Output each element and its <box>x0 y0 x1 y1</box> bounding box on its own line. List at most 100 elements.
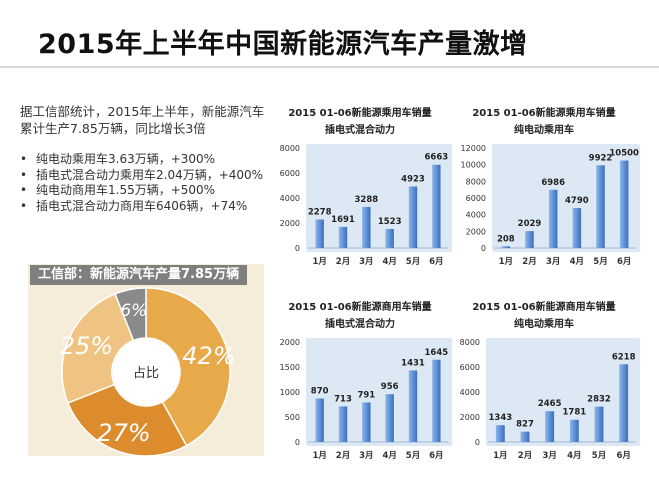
data-label: 10500 <box>609 149 639 159</box>
bar <box>338 226 348 248</box>
bar <box>525 231 534 248</box>
y-tick-label: 1500 <box>280 363 300 372</box>
y-tick-label: 8000 <box>280 144 300 153</box>
y-tick-label: 2000 <box>280 219 300 228</box>
x-tick-label: 3月 <box>359 257 373 267</box>
bar <box>385 228 394 248</box>
data-label: 6663 <box>424 153 448 163</box>
bar <box>594 406 604 442</box>
bar <box>432 164 441 248</box>
pie-slice <box>145 287 231 447</box>
chart-subtitle: 插电式混合动力 <box>325 123 395 136</box>
y-tick-label: 0 <box>295 244 300 253</box>
bar <box>501 246 511 248</box>
pie-slice-label: 27% <box>97 419 150 447</box>
x-tick-label: 1月 <box>499 257 513 267</box>
data-label: 827 <box>516 420 534 430</box>
bar-chart-passenger-phev: 2015 01-06新能源乘用车销量 插电式混合动力 0 2000 4000 6000 80… <box>270 102 460 278</box>
data-label: 2465 <box>538 399 562 409</box>
y-tick-label: 12000 <box>461 144 486 153</box>
data-label: 956 <box>381 382 399 392</box>
bar <box>572 208 582 248</box>
pie-slice-label: 6% <box>120 301 147 321</box>
x-tick-label: 3月 <box>542 451 556 461</box>
x-tick-label: 1月 <box>312 451 326 461</box>
bar <box>545 411 555 442</box>
y-tick-label: 0 <box>295 438 300 447</box>
y-tick-label: 8000 <box>466 177 486 186</box>
y-tick-label: 2000 <box>466 227 486 236</box>
y-tick-label: 500 <box>285 413 300 422</box>
x-tick-label: 2月 <box>336 257 350 267</box>
pie-center <box>113 339 179 405</box>
x-tick-label: 2月 <box>336 451 350 461</box>
y-tick-label: 0 <box>481 244 486 253</box>
page-title: 2015年上半年中国新能源汽车产量激增 <box>38 29 528 60</box>
bar <box>315 398 324 442</box>
x-tick-label: 6月 <box>429 451 443 461</box>
bullet-list: 纯电动乘用车3.63万辆，+300% 插电式混合动力乘用车2.04万辆，+400… <box>20 152 280 214</box>
y-tick-label: 4000 <box>466 211 486 220</box>
data-label: 2832 <box>587 395 611 405</box>
x-tick-label: 1月 <box>493 451 507 461</box>
x-tick-label: 3月 <box>546 257 560 267</box>
x-tick-label: 4月 <box>567 451 581 461</box>
data-label: 713 <box>334 394 352 404</box>
x-tick-label: 6月 <box>617 257 631 267</box>
bullet-item: 纯电动乘用车3.63万辆，+300% <box>20 152 280 168</box>
y-tick-label: 6000 <box>280 169 300 178</box>
data-label: 2278 <box>308 208 332 218</box>
pie-slice <box>61 292 135 404</box>
data-label: 6218 <box>612 352 636 362</box>
pie-chart-svg: 42% 27% 25% 6% 占比 <box>60 287 236 456</box>
chart-subtitle: 插电式混合动力 <box>325 317 395 330</box>
data-label: 1781 <box>562 408 586 418</box>
data-label: 1523 <box>378 217 402 227</box>
x-tick-label: 1月 <box>312 257 326 267</box>
bar <box>408 186 418 248</box>
bar <box>619 364 629 442</box>
bullet-item: 插电式混合动力商用车6406辆，+74% <box>20 199 280 215</box>
y-tick-label: 6000 <box>466 194 486 203</box>
bar <box>385 394 394 442</box>
pie-title: 工信部：新能源汽车产量7.85万辆 <box>30 265 248 285</box>
bar <box>362 402 371 442</box>
bar <box>315 219 324 248</box>
chart-title: 2015 01-06新能源乘用车销量 <box>472 106 615 119</box>
y-tick-label: 1000 <box>280 388 300 397</box>
x-tick-label: 5月 <box>593 257 607 267</box>
x-tick-label: 2月 <box>522 257 536 267</box>
data-label: 1343 <box>488 413 512 423</box>
pie-chart: 42% 27% 25% 6% 占比 <box>28 284 264 456</box>
data-label: 6986 <box>541 178 565 188</box>
bullet-item: 插电式混合动力乘用车2.04万辆，+400% <box>20 168 280 184</box>
pie-slice-label: 42% <box>182 342 235 370</box>
x-tick-label: 5月 <box>592 451 606 461</box>
pie-slice-label: 25% <box>60 332 113 360</box>
bar <box>338 406 348 442</box>
y-tick-label: 2000 <box>460 413 480 422</box>
bar <box>596 165 605 248</box>
bar <box>569 419 579 442</box>
data-label: 791 <box>357 390 375 400</box>
bar <box>619 160 629 248</box>
y-tick-label: 8000 <box>460 338 480 347</box>
data-label: 1645 <box>424 348 448 358</box>
bar <box>520 431 530 442</box>
data-label: 1431 <box>401 358 425 368</box>
data-label: 1691 <box>331 215 355 225</box>
y-tick-label: 4000 <box>280 194 300 203</box>
x-tick-label: 5月 <box>406 257 420 267</box>
x-tick-label: 6月 <box>616 451 630 461</box>
bar <box>362 206 371 248</box>
pie-slice <box>114 287 147 342</box>
y-tick-label: 6000 <box>460 363 480 372</box>
bar-chart-commercial-ev: 2015 01-06新能源商用车销量 纯电动乘用车 0 2000 4000 6000 800… <box>450 296 648 472</box>
data-label: 4923 <box>401 174 425 184</box>
x-tick-label: 4月 <box>382 451 396 461</box>
x-tick-label: 3月 <box>359 451 373 461</box>
bar <box>408 370 418 442</box>
data-label: 208 <box>497 234 515 244</box>
